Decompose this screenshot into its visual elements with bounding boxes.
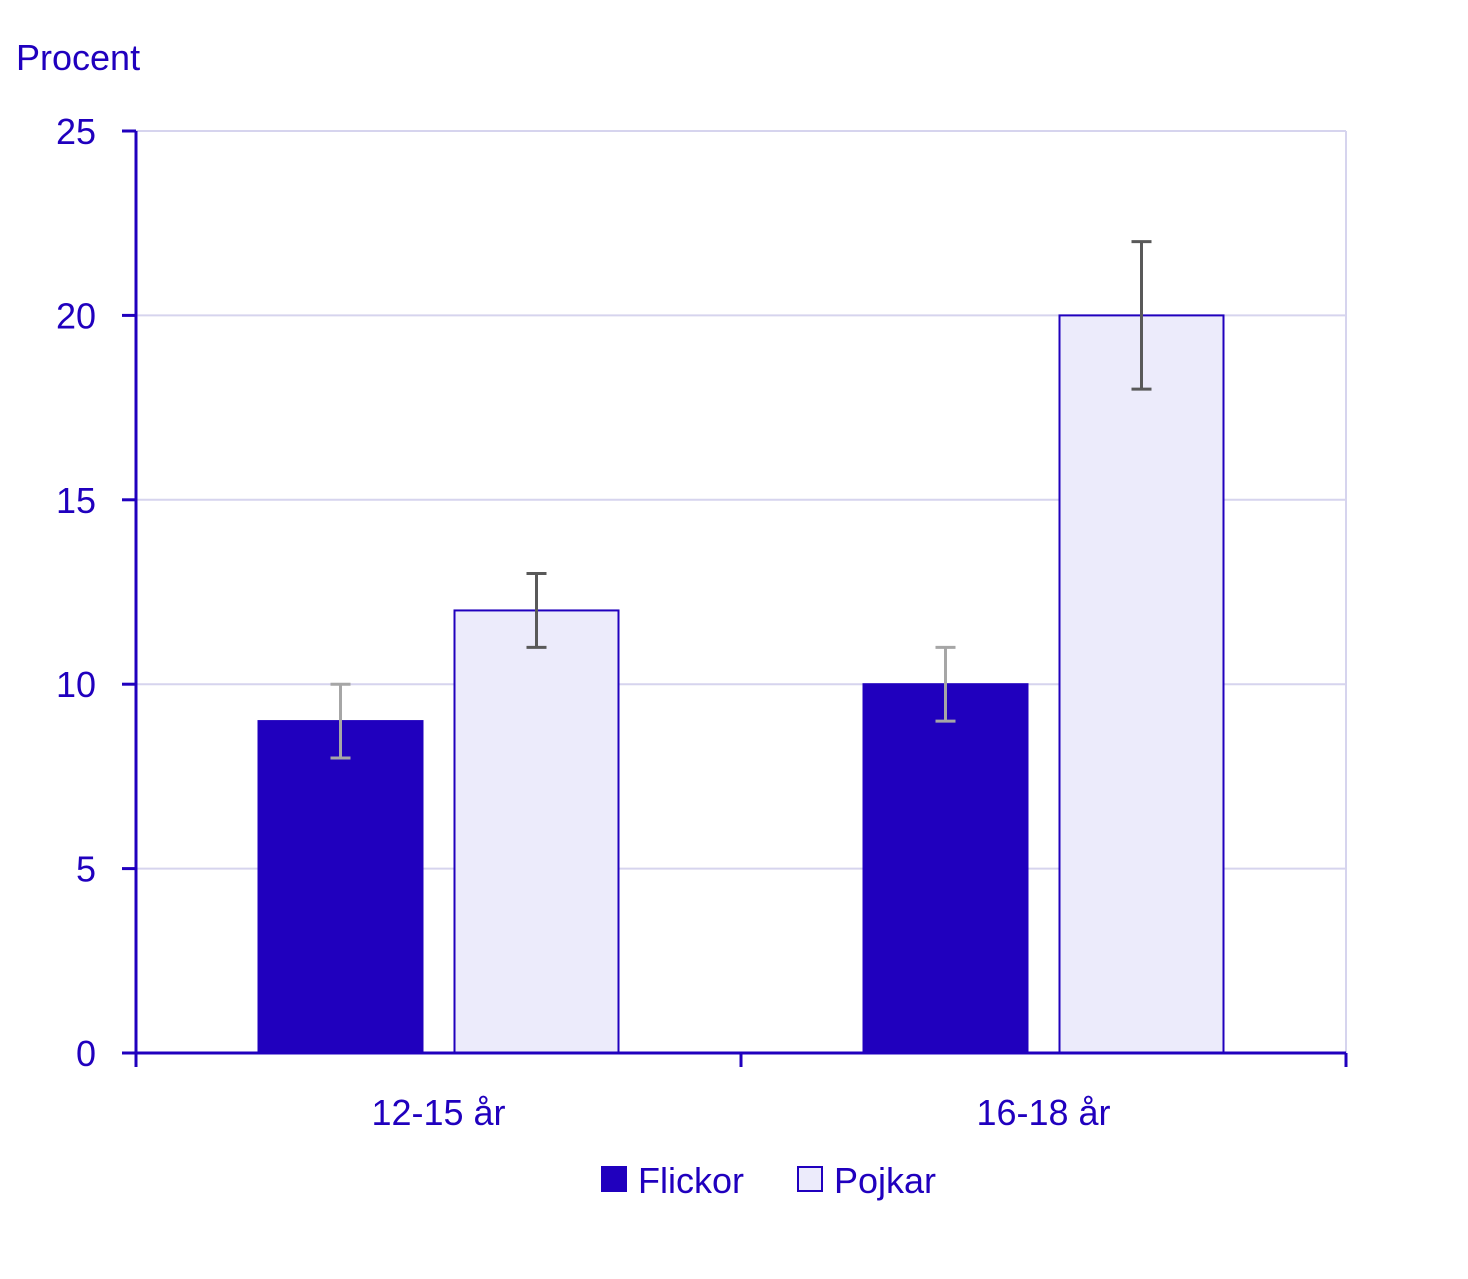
y-tick-label: 0 [76,1033,96,1074]
y-tick-label: 15 [56,480,96,521]
x-tick-label: 12-15 år [371,1092,505,1133]
axes [122,129,1348,1067]
y-tick-label: 10 [56,664,96,705]
y-tick-labels: 0 5 10 15 20 25 [56,111,96,1074]
legend-label: Pojkar [834,1160,936,1201]
y-tick-label: 5 [76,849,96,890]
bar [1058,314,1225,1054]
y-tick-label: 20 [56,295,96,336]
legend-label: Flickor [638,1160,744,1201]
legend: Flickor Pojkar [601,1160,936,1201]
y-axis-label: Procent [16,37,140,78]
x-category-labels: 12-15 år 16-18 år [371,1092,1110,1133]
legend-swatch [797,1166,823,1192]
bar [453,609,620,1054]
bar [862,683,1029,1054]
legend-swatch [601,1166,627,1192]
error-bars [330,240,1152,760]
bar [257,720,424,1055]
y-tick-label: 25 [56,111,96,152]
x-tick-label: 16-18 år [976,1092,1110,1133]
